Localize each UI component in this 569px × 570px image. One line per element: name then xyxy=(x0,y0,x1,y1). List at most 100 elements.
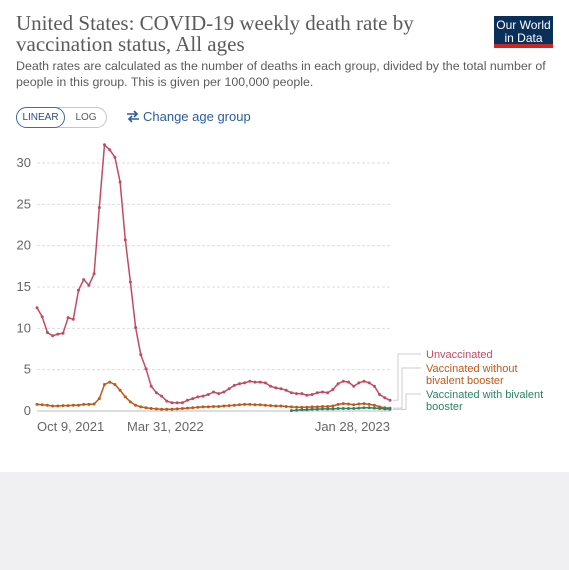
data-point xyxy=(51,404,55,408)
data-point xyxy=(269,384,273,388)
data-point xyxy=(144,367,148,371)
data-point xyxy=(56,332,60,336)
legend-leader-line xyxy=(393,353,421,401)
data-point xyxy=(315,407,319,411)
data-point xyxy=(154,391,158,395)
change-age-group-link[interactable]: Change age group xyxy=(126,109,251,124)
data-point xyxy=(222,404,226,408)
data-point xyxy=(139,405,143,409)
data-point xyxy=(336,407,340,410)
data-point xyxy=(315,391,319,395)
data-point xyxy=(175,407,179,411)
data-point xyxy=(289,391,293,395)
linear-scale-button[interactable]: LINEAR xyxy=(16,107,65,128)
data-point xyxy=(165,407,169,411)
data-point xyxy=(139,353,143,357)
chart-card: United States: COVID-19 weekly death rat… xyxy=(0,0,569,472)
data-point xyxy=(269,404,273,408)
data-point xyxy=(232,383,236,387)
logo-line-1: Our World xyxy=(496,18,551,32)
data-point xyxy=(248,402,252,406)
chart-title: United States: COVID-19 weekly death rat… xyxy=(16,11,414,56)
data-point xyxy=(258,403,262,407)
data-point xyxy=(352,407,356,410)
data-point xyxy=(238,382,241,386)
x-tick-label: Jan 28, 2023 xyxy=(315,419,390,434)
data-point xyxy=(263,403,267,407)
data-point xyxy=(321,407,324,411)
data-point xyxy=(295,405,299,409)
data-point xyxy=(383,407,387,411)
change-age-group-label: Change age group xyxy=(143,109,251,124)
data-point xyxy=(243,381,247,385)
data-point xyxy=(144,406,148,410)
swap-arrows-icon xyxy=(127,110,139,123)
owid-logo[interactable]: Our World in Data xyxy=(494,16,553,48)
data-point xyxy=(222,390,226,394)
data-point xyxy=(123,238,127,242)
data-point xyxy=(180,407,184,410)
data-point xyxy=(175,401,179,405)
data-point xyxy=(227,404,231,408)
x-tick-label: Oct 9, 2021 xyxy=(37,419,104,434)
y-tick-label: 5 xyxy=(24,362,31,377)
data-point xyxy=(295,408,299,412)
data-point xyxy=(128,280,132,284)
data-point xyxy=(77,403,80,407)
data-point xyxy=(362,379,366,383)
data-point xyxy=(77,288,80,292)
data-point xyxy=(372,384,376,388)
data-point xyxy=(113,155,117,159)
data-point xyxy=(367,402,371,406)
data-point xyxy=(108,148,112,152)
legend-label: booster xyxy=(426,401,463,413)
log-scale-button[interactable]: LOG xyxy=(75,112,97,123)
data-point xyxy=(367,406,371,410)
data-point xyxy=(279,404,283,408)
data-point xyxy=(149,384,153,388)
data-point xyxy=(352,384,356,388)
data-point xyxy=(357,381,361,385)
data-point xyxy=(300,408,304,412)
data-point xyxy=(118,180,122,184)
data-point xyxy=(71,317,75,321)
chart-subtitle: Death rates are calculated as the number… xyxy=(16,59,546,89)
data-point xyxy=(170,401,174,405)
data-point xyxy=(336,402,340,406)
y-tick-label: 0 xyxy=(24,403,31,418)
data-point xyxy=(160,394,164,398)
data-point xyxy=(51,334,55,338)
data-point xyxy=(326,407,330,411)
data-point xyxy=(201,394,205,398)
data-point xyxy=(206,393,210,396)
data-point xyxy=(341,402,345,406)
data-point xyxy=(61,404,65,408)
data-point xyxy=(341,407,345,410)
data-point xyxy=(212,390,215,394)
data-point xyxy=(212,405,215,408)
legend-label: bivalent booster xyxy=(426,375,504,387)
series-line-1 xyxy=(36,144,391,404)
data-point xyxy=(284,405,288,408)
data-point xyxy=(154,407,158,411)
data-point xyxy=(149,407,153,410)
data-point xyxy=(367,381,371,385)
data-point xyxy=(191,406,195,410)
data-point xyxy=(35,306,39,310)
data-point xyxy=(186,398,189,402)
legend-label: Vaccinated with bivalent xyxy=(426,389,543,401)
legend-label: Vaccinated without xyxy=(426,363,518,375)
data-point xyxy=(217,392,221,396)
data-point xyxy=(258,380,262,384)
data-point xyxy=(180,401,184,405)
data-point xyxy=(227,387,231,391)
data-point xyxy=(45,331,49,334)
data-point xyxy=(206,405,210,409)
data-point xyxy=(352,403,356,407)
data-point xyxy=(331,404,335,408)
data-point xyxy=(357,406,361,410)
data-point xyxy=(108,380,112,384)
data-point xyxy=(66,404,70,408)
legend-label: Unvaccinated xyxy=(426,349,493,361)
data-point xyxy=(238,403,241,407)
